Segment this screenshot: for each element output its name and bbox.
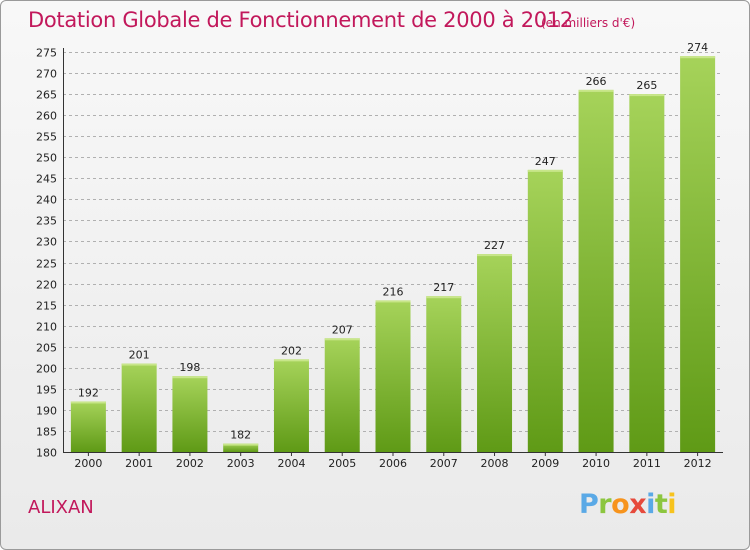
y-tick-label: 185	[36, 426, 57, 439]
bar-highlight	[629, 94, 665, 97]
value-label: 202	[281, 344, 302, 357]
bar-2005	[324, 338, 360, 452]
y-tick-label: 260	[36, 110, 57, 123]
bar-2007	[426, 296, 462, 452]
value-label: 207	[332, 323, 353, 336]
chart-subtitle: (en milliers d'€)	[541, 16, 636, 30]
y-tick-label: 275	[36, 47, 57, 60]
bar-highlight	[527, 169, 563, 172]
bar-highlight	[172, 376, 208, 379]
bar-2010	[578, 89, 614, 452]
x-tick-label: 2006	[379, 457, 407, 470]
x-tick-label: 2000	[74, 457, 102, 470]
bar-highlight	[477, 254, 513, 257]
x-tick-label: 2005	[328, 457, 356, 470]
chart-title: Dotation Globale de Fonctionnement de 20…	[28, 8, 573, 32]
y-tick-label: 255	[36, 131, 57, 144]
value-label: 265	[636, 79, 657, 92]
value-label: 247	[535, 155, 556, 168]
value-label: 192	[78, 386, 99, 399]
y-tick-label: 180	[36, 447, 57, 460]
value-label: 182	[230, 429, 251, 442]
value-label: 198	[179, 361, 200, 374]
axes: 180 185 190 195 200 205 210 215 220 225 230 235 240 2…	[36, 47, 723, 470]
y-tick-label: 250	[36, 152, 57, 165]
y-tick-label: 210	[36, 321, 57, 334]
bar-highlight	[426, 296, 462, 299]
y-tick-label: 200	[36, 363, 57, 376]
bar-2002	[172, 376, 208, 452]
value-label: 217	[433, 281, 454, 294]
bar-2000	[70, 401, 106, 452]
x-tick-label: 2010	[582, 457, 610, 470]
value-label: 227	[484, 239, 505, 252]
y-tick-label: 205	[36, 342, 57, 355]
bars	[70, 56, 716, 453]
y-tick-label: 270	[36, 68, 57, 81]
value-label: 274	[687, 41, 708, 54]
value-labels: 192 201 198 182 202 207 216 217 227 247 266 265 274	[78, 41, 708, 441]
y-tick-label: 235	[36, 215, 57, 228]
value-label: 266	[586, 75, 607, 88]
y-tick-label: 215	[36, 300, 57, 313]
bar-2003	[223, 443, 259, 452]
x-tick-label: 2008	[481, 457, 509, 470]
y-tick-label: 240	[36, 194, 57, 207]
commune-name: ALIXAN	[28, 497, 94, 518]
x-tick-label: 2004	[277, 457, 305, 470]
y-tick-label: 225	[36, 258, 57, 271]
x-tick-label: 2002	[176, 457, 204, 470]
x-tick-label: 2012	[684, 457, 712, 470]
y-tick-label: 220	[36, 279, 57, 292]
y-tick-label: 245	[36, 173, 57, 186]
bar-highlight	[578, 89, 614, 92]
bar-highlight	[70, 401, 106, 404]
bar-2009	[527, 169, 563, 453]
bar-2008	[477, 254, 513, 452]
x-tick-label: 2011	[633, 457, 661, 470]
y-tick-label: 230	[36, 236, 57, 249]
bar-highlight	[273, 359, 309, 362]
x-tick-label: 2003	[227, 457, 255, 470]
bar-highlight	[121, 363, 157, 366]
y-tick-label: 190	[36, 405, 57, 418]
bar-highlight	[375, 300, 411, 303]
x-tick-label: 2009	[531, 457, 559, 470]
bar-2012	[680, 56, 716, 453]
bar-2001	[121, 363, 157, 452]
bar-2006	[375, 300, 411, 452]
bar-2004	[273, 359, 309, 452]
x-tick-label: 2001	[125, 457, 153, 470]
value-label: 216	[383, 285, 404, 298]
proxiti-logo: Proxiti	[579, 489, 677, 520]
y-tick-label: 195	[36, 384, 57, 397]
bar-2011	[629, 94, 665, 453]
bar-highlight	[223, 443, 259, 446]
bar-highlight	[324, 338, 360, 341]
x-tick-label: 2007	[430, 457, 458, 470]
y-tick-label: 265	[36, 89, 57, 102]
value-label: 201	[129, 349, 150, 362]
bar-highlight	[680, 56, 716, 59]
